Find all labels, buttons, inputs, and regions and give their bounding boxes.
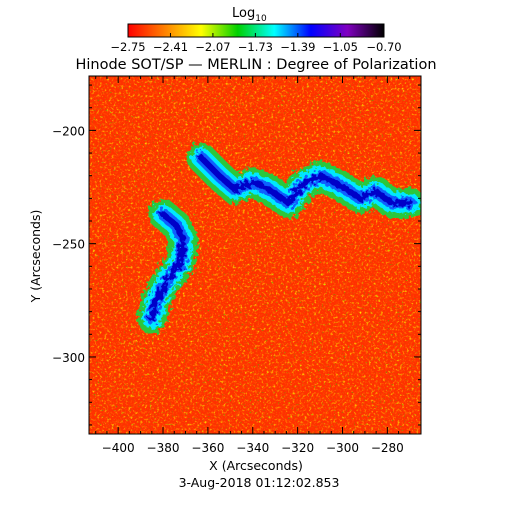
colorbar: Log10 −2.75 −2.41 −2.07 −1.73 −1.39 −1.05 −0.7… bbox=[110, 6, 401, 54]
timestamp: 3-Aug-2018 01:12:02.853 bbox=[179, 475, 340, 490]
colorbar-tick-label: −1.73 bbox=[238, 40, 273, 54]
x-axis: −400 −380 −360 −340 −320 −300 −280 bbox=[95, 76, 422, 455]
colorbar-tick-label: −1.39 bbox=[280, 40, 315, 54]
x-tick-label: −340 bbox=[236, 441, 269, 455]
polarization-structure bbox=[148, 211, 187, 322]
colorbar-label: Log10 bbox=[232, 6, 267, 24]
colorbar-tick-label: −0.70 bbox=[366, 40, 401, 54]
x-tick-label: −300 bbox=[326, 441, 359, 455]
y-axis: −200 −250 −300 bbox=[52, 84, 421, 426]
y-tick-label: −300 bbox=[52, 351, 85, 365]
y-tick-label: −200 bbox=[52, 124, 85, 138]
colorbar-tick-label: −2.07 bbox=[195, 40, 230, 54]
x-tick-label: −320 bbox=[281, 441, 314, 455]
polarization-structure bbox=[198, 154, 413, 206]
colorbar-ticks: −2.75 −2.41 −2.07 −1.73 −1.39 −1.05 −0.70 bbox=[110, 33, 402, 54]
heatmap-image bbox=[89, 76, 421, 434]
colorbar-bar bbox=[127, 23, 385, 38]
x-tick-label: −280 bbox=[371, 441, 404, 455]
colorbar-tick-label: −2.41 bbox=[153, 40, 188, 54]
x-axis-label: X (Arcseconds) bbox=[209, 458, 303, 473]
y-axis-label: Y (Arcseconds) bbox=[28, 210, 43, 304]
x-tick-label: −380 bbox=[147, 441, 180, 455]
colorbar-tick-label: −2.75 bbox=[110, 40, 145, 54]
x-tick-label: −400 bbox=[102, 441, 135, 455]
x-tick-label: −360 bbox=[191, 441, 224, 455]
plot-frame bbox=[88, 75, 422, 435]
polarization-structures bbox=[136, 142, 421, 334]
colorbar-tick-label: −1.05 bbox=[323, 40, 358, 54]
y-tick-label: −250 bbox=[52, 238, 85, 252]
chart-title: Hinode SOT/SP — MERLIN : Degree of Polar… bbox=[75, 57, 436, 73]
